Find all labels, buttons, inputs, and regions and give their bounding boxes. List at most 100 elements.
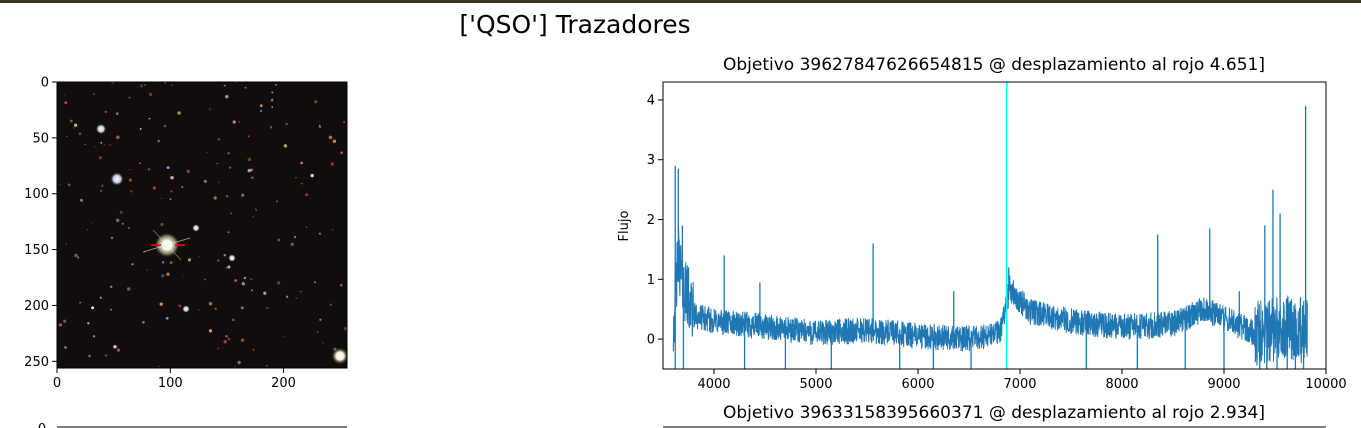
image-y-tick-label: 250 [24,355,49,370]
faint-source [166,272,170,276]
faint-source [234,279,237,282]
spectrum-y-tick-label: 1 [647,273,655,288]
faint-source [109,285,113,289]
faint-source [144,83,146,86]
faint-source [213,196,217,200]
figure-title: ['QSO'] Trazadores [459,10,691,39]
faint-source [183,275,185,277]
faint-source [73,127,75,129]
faint-source [285,123,288,126]
faint-source [148,92,153,97]
faint-source [270,98,274,102]
faint-source [232,120,236,124]
faint-source [285,295,289,298]
faint-source [91,222,93,224]
faint-source [282,335,284,337]
image-y-axis: 0 50 100 150 200 250 [24,76,57,370]
faint-source [318,124,321,127]
faint-source [121,222,124,225]
image-x-axis: 0 100 200 [53,368,296,391]
faint-source [265,364,268,367]
faint-source [340,283,343,287]
spectrum-x-tick-label: 7000 [1003,377,1036,392]
faint-source [313,281,317,284]
spectrum-title: Objetivo 39627847626654815 @ desplazamie… [723,55,1265,75]
faint-source [243,276,247,280]
faint-source [206,152,208,154]
faint-source [170,176,174,180]
faint-source [310,173,314,178]
faint-source [227,265,231,269]
faint-source [104,110,107,114]
faint-source [330,162,334,166]
faint-source [247,157,252,162]
faint-source [316,331,319,333]
faint-source [343,121,345,123]
spectrum-x-tick-label: 10000 [1305,377,1346,392]
faint-source [208,108,211,110]
faint-source [103,144,105,146]
spectrum-y-tick-label: 3 [647,153,655,168]
faint-source [159,302,163,306]
faint-source [225,95,229,99]
spectrum-x-tick-label: 9000 [1207,377,1240,392]
faint-source [318,232,322,235]
spectrum-y-axis: 0 1 2 3 4 [647,93,663,348]
faint-source [58,323,63,327]
faint-source [217,259,220,262]
faint-source [223,253,227,257]
faint-source [163,124,167,128]
faint-source [126,287,131,291]
faint-source [217,347,220,350]
faint-source [77,256,80,259]
faint-source [198,309,200,311]
faint-source [129,168,131,171]
image-y-tick-label: 100 [24,187,49,202]
faint-source [283,144,288,148]
faint-source [305,226,308,228]
faint-source [270,127,272,129]
faint-source [94,146,96,148]
image-x-tick-label: 200 [271,376,296,391]
faint-source [169,261,173,264]
faint-source [329,303,332,306]
faint-source [344,326,347,331]
faint-source [214,307,217,310]
faint-source [250,278,253,281]
faint-source [227,152,230,155]
faint-source [130,189,133,193]
faint-source [92,335,96,338]
faint-source [139,162,142,165]
spectrum-x-tick-label: 6000 [901,377,934,392]
image-x-tick-label: 0 [53,376,61,391]
faint-source [178,304,182,308]
faint-source [263,291,267,295]
faint-source [59,184,61,186]
image-frame [56,81,348,369]
faint-source [340,151,344,155]
faint-source [160,222,164,227]
faint-source [231,318,235,322]
faint-source [319,318,322,321]
faint-source [270,126,272,128]
faint-source [161,261,165,264]
faint-source [208,329,213,333]
faint-source [276,200,278,203]
faint-source [100,141,103,144]
faint-source [244,87,247,89]
faint-source [252,348,255,351]
faint-source [225,335,228,338]
faint-source [160,197,162,200]
faint-source [247,135,250,138]
faint-source [300,161,303,165]
faint-source [225,267,228,269]
image-x-tick-label: 100 [158,376,183,391]
star-source [182,305,190,313]
star-source [95,123,107,135]
faint-source [322,341,324,344]
spectrum-panel: Objetivo 39627847626654815 @ desplazamie… [617,55,1347,392]
star-source [110,172,124,186]
faint-source [255,208,257,210]
faint-source [146,269,148,271]
faint-source [227,337,231,341]
